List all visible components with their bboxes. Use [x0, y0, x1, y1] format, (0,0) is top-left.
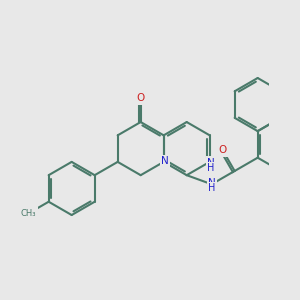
Text: O: O	[218, 145, 226, 155]
Text: CH₃: CH₃	[21, 209, 36, 218]
Text: N: N	[207, 158, 215, 168]
Text: N: N	[161, 156, 169, 166]
Text: H: H	[207, 163, 214, 173]
Text: H: H	[208, 183, 215, 194]
Text: O: O	[136, 93, 145, 103]
Text: N: N	[208, 178, 215, 188]
